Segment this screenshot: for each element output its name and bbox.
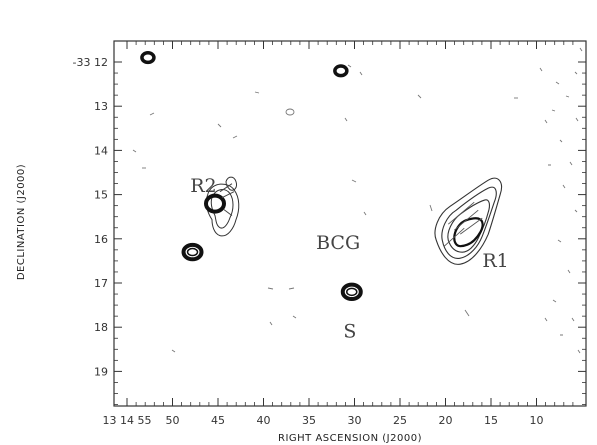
y-tick-label: 14: [94, 144, 108, 157]
label-bcg: BCG: [316, 232, 360, 254]
y-tick-label: 16: [94, 233, 108, 246]
x-tick-label: 13 14 55: [103, 414, 152, 427]
x-tick-label: 50: [166, 414, 180, 427]
plot-frame: [113, 40, 587, 407]
y-tick-label: 15: [94, 189, 108, 202]
x-tick-label: 40: [257, 414, 271, 427]
contour-ring: [340, 282, 363, 302]
contour-ring-inner: [346, 287, 358, 297]
y-tick-label: -33 12: [73, 56, 108, 69]
y-tick-label: 13: [94, 100, 108, 113]
x-tick-label: 35: [302, 414, 316, 427]
contour-core: [204, 193, 226, 214]
contour-line: [205, 183, 240, 237]
contour-filament: [443, 201, 483, 247]
source-r1: [434, 177, 503, 265]
axis-ticks: [114, 41, 586, 406]
x-tick-label: 15: [484, 414, 498, 427]
x-tick-labels: 13 14 55 50 45 40 35 30 25 20 15 10: [103, 414, 544, 427]
background-noise-contours: [132, 47, 583, 354]
y-axis-title: DECLINATION (J2000): [16, 164, 27, 280]
source-point-a: [181, 242, 204, 262]
radio-sources: [140, 51, 503, 302]
contour-filament: [219, 183, 235, 217]
source-s: [340, 282, 363, 302]
y-tick-labels: -33 12 13 14 15 16 17 18 19: [73, 56, 108, 378]
y-tick-label: 19: [94, 365, 108, 378]
x-axis-title: RIGHT ASCENSION (J2000): [278, 433, 422, 444]
label-r2: R2: [190, 175, 216, 197]
contour-line: [210, 189, 234, 229]
contour-ring: [333, 64, 349, 78]
contour-ring: [140, 51, 156, 65]
x-tick-label: 10: [530, 414, 544, 427]
x-tick-label: 25: [393, 414, 407, 427]
label-s: S: [343, 321, 356, 343]
y-tick-label: 18: [94, 321, 108, 334]
x-tick-label: 20: [439, 414, 453, 427]
x-tick-label: 45: [211, 414, 225, 427]
contour-line: [434, 177, 503, 265]
source-point-c: [333, 64, 349, 78]
source-r2: [204, 176, 240, 237]
y-tick-label: 17: [94, 277, 108, 290]
label-r1: R1: [482, 250, 508, 272]
contour-line: [441, 186, 497, 259]
source-point-b: [140, 51, 156, 65]
contour-ring-inner: [186, 247, 199, 257]
contour-line: [453, 217, 484, 248]
source-labels: R2 BCG R1 S: [190, 175, 509, 343]
x-tick-label: 30: [348, 414, 362, 427]
contour-ring: [181, 242, 204, 262]
